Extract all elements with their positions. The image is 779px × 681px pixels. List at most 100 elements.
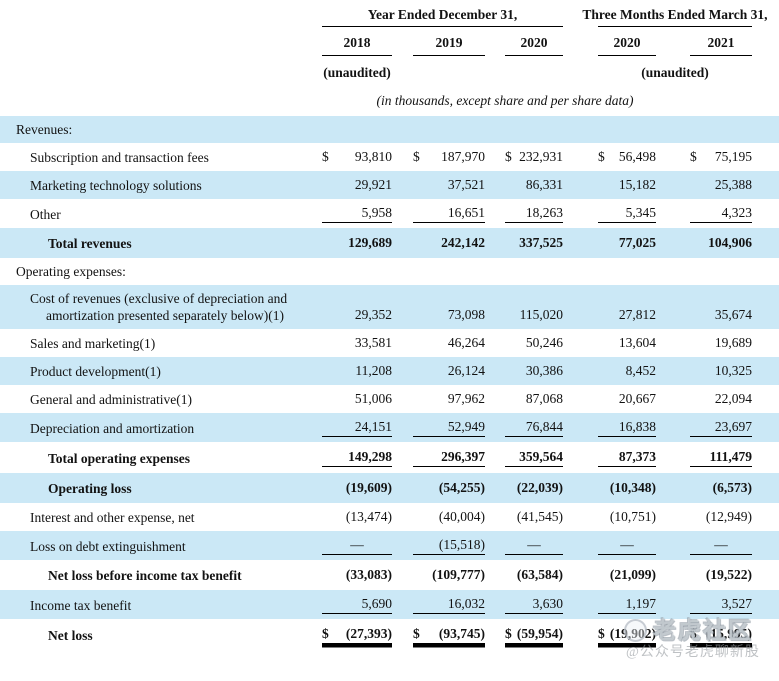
row-label: Sales and marketing(1) — [30, 336, 156, 351]
amount-cell — [598, 137, 656, 138]
row-label: Operating loss — [48, 481, 132, 496]
amount-value: 29,352 — [354, 307, 392, 322]
table-row: Other 5,958 16,651 18,263 5,345 4,323 — [0, 199, 779, 228]
amount-value: (19,522) — [705, 567, 752, 582]
amount-cell: 23,697 — [690, 418, 752, 437]
amount-cell: 97,962 — [413, 390, 485, 408]
amount-value: 56,498 — [618, 149, 656, 164]
table-body: Revenues: Subscription and transaction fe… — [0, 116, 779, 650]
row-label: Net loss before income tax benefit — [48, 568, 242, 583]
row-label: Interest and other expense, net — [30, 510, 195, 525]
table-row: Operating loss (19,609) (54,255) (22,039) (1… — [0, 473, 779, 503]
currency-symbol: $ — [413, 626, 420, 641]
amount-cell: (10,751) — [598, 508, 656, 526]
amount-value: (40,004) — [438, 509, 485, 524]
amount-cell: (10,348) — [598, 479, 656, 497]
amount-cell: 87,373 — [598, 448, 656, 467]
table-row: Total revenues 129,689 242,142 337,525 77,02… — [0, 228, 779, 258]
amount-value: 10,325 — [714, 363, 752, 378]
amount-cell — [413, 279, 485, 280]
amount-cell: 115,020 — [505, 306, 563, 324]
year-column-header-q1-2020: 2020 — [598, 34, 656, 56]
amount-value: (59,954) — [516, 626, 563, 641]
amount-cell: 111,479 — [690, 448, 752, 467]
amount-cell: 19,689 — [690, 334, 752, 352]
amount-cell: (109,777) — [413, 566, 485, 584]
table-row: Cost of revenues (exclusive of depreciat… — [0, 285, 779, 329]
amount-cell: $232,931 — [505, 148, 563, 166]
amount-value: 3,630 — [532, 596, 563, 611]
year-column-header-2020: 2020 — [505, 34, 563, 56]
amount-value: 16,032 — [447, 596, 485, 611]
amount-cell: — — [505, 536, 563, 555]
amount-value: 359,564 — [519, 449, 563, 464]
amount-value: (27,393) — [345, 626, 392, 641]
amount-cell: 5,345 — [598, 204, 656, 223]
amount-value: 37,521 — [447, 177, 485, 192]
amount-value: (109,777) — [432, 567, 485, 582]
amount-value: (12,949) — [705, 509, 752, 524]
amount-value: 242,142 — [441, 235, 485, 250]
amount-value: (63,584) — [516, 567, 563, 582]
amount-cell: (22,039) — [505, 479, 563, 497]
amount-value: 97,962 — [447, 391, 485, 406]
amount-value: 8,452 — [625, 363, 656, 378]
amount-value: (15,995) — [705, 626, 752, 641]
amount-value: 73,098 — [447, 307, 485, 322]
amount-value: 4,323 — [721, 205, 752, 220]
amount-cell: 76,844 — [505, 418, 563, 437]
amount-value: 3,527 — [721, 596, 752, 611]
amount-value: 46,264 — [447, 335, 485, 350]
amount-value: 129,689 — [348, 235, 392, 250]
amount-cell: 77,025 — [598, 234, 656, 252]
amount-value: 5,345 — [625, 205, 656, 220]
amount-value: (41,545) — [516, 509, 563, 524]
row-label: General and administrative(1) — [30, 392, 192, 407]
amount-cell: $ (93,745) — [413, 625, 485, 644]
amount-cell: $56,498 — [598, 148, 656, 166]
amount-cell: 3,527 — [690, 595, 752, 614]
amount-value: 23,697 — [714, 419, 752, 434]
amount-cell: 5,958 — [322, 204, 392, 223]
amount-value: 77,025 — [618, 235, 656, 250]
amount-value: 76,844 — [525, 419, 563, 434]
amount-value: (10,751) — [609, 509, 656, 524]
amount-cell: 149,298 — [322, 448, 392, 467]
amount-cell: 16,032 — [413, 595, 485, 614]
currency-symbol: $ — [413, 149, 420, 164]
year-headers-row: 2018 2019 2020 2020 2021 — [0, 34, 779, 56]
amount-cell: 30,386 — [505, 362, 563, 380]
amount-value: 232,931 — [519, 149, 563, 164]
amount-cell: (12,949) — [690, 508, 752, 526]
amount-value: 35,674 — [714, 307, 752, 322]
amount-value: 50,246 — [525, 335, 563, 350]
amount-cell: 29,921 — [322, 176, 392, 194]
table-row: Interest and other expense, net (13,474) (… — [0, 503, 779, 531]
amount-value: 16,838 — [618, 419, 656, 434]
amount-cell: $ (15,995) — [690, 625, 752, 644]
amount-value: 33,581 — [354, 335, 392, 350]
row-label: Cost of revenues (exclusive of depreciat… — [30, 291, 288, 323]
amount-value: 15,182 — [618, 177, 656, 192]
amount-cell: 87,068 — [505, 390, 563, 408]
unaudited-row: (unaudited) (unaudited) — [0, 64, 779, 81]
amount-cell: 296,397 — [413, 448, 485, 467]
period-group-annual: Year Ended December 31, — [322, 6, 563, 27]
amount-cell: 29,352 — [322, 306, 392, 324]
amount-cell: 242,142 — [413, 234, 485, 252]
period-group-quarterly-label: Three Months Ended March 31, — [582, 7, 768, 22]
amount-cell: (54,255) — [413, 479, 485, 497]
amount-value: 87,373 — [618, 449, 656, 464]
amount-value: 19,689 — [714, 335, 752, 350]
amount-cell: $187,970 — [413, 148, 485, 166]
table-row: General and administrative(1) 51,006 97,96… — [0, 385, 779, 413]
currency-symbol: $ — [322, 626, 329, 641]
table-row: Sales and marketing(1) 33,581 46,264 50,246… — [0, 329, 779, 357]
amount-cell: (19,522) — [690, 566, 752, 584]
amount-cell: (13,474) — [322, 508, 392, 526]
amount-cell: 1,197 — [598, 595, 656, 614]
amount-cell: 37,521 — [413, 176, 485, 194]
amount-cell: (41,545) — [505, 508, 563, 526]
row-label: Total operating expenses — [48, 451, 191, 466]
amount-cell: (6,573) — [690, 479, 752, 497]
